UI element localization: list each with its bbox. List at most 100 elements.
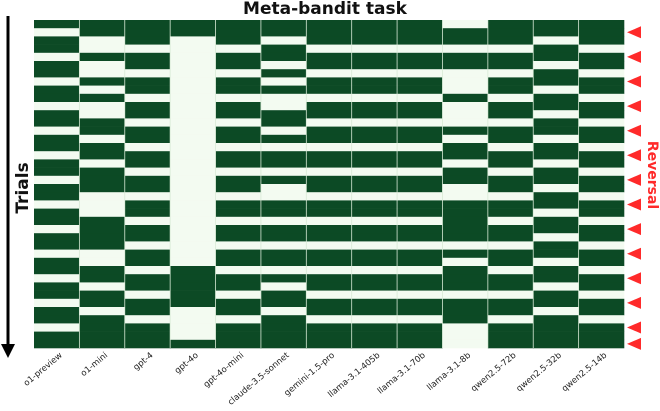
heatmap-cell bbox=[124, 257, 171, 267]
heatmap-cell bbox=[34, 241, 80, 250]
heatmap-cell bbox=[578, 28, 625, 37]
heatmap-cell bbox=[34, 36, 80, 45]
heatmap-cell bbox=[79, 208, 126, 218]
heatmap-cell bbox=[79, 61, 126, 70]
reversal-marker bbox=[627, 198, 641, 211]
heatmap-cell bbox=[351, 167, 398, 177]
heatmap-cell bbox=[34, 110, 80, 119]
heatmap-cell bbox=[351, 175, 398, 185]
reversal-marker bbox=[627, 173, 641, 186]
heatmap-cell bbox=[487, 331, 534, 341]
heatmap-cell bbox=[170, 274, 216, 283]
heatmap-cell bbox=[533, 175, 579, 185]
heatmap-cell bbox=[306, 266, 352, 275]
heatmap-cell bbox=[442, 110, 489, 119]
heatmap-cell bbox=[306, 192, 352, 201]
heatmap-cell bbox=[397, 339, 443, 349]
heatmap-cell bbox=[533, 307, 579, 316]
x-tick-label: llama-3.1-8b bbox=[425, 351, 473, 393]
heatmap-cell bbox=[487, 184, 534, 193]
heatmap-cell bbox=[533, 290, 579, 300]
heatmap-cell bbox=[170, 52, 216, 62]
heatmap-cell bbox=[170, 69, 216, 78]
heatmap-cell bbox=[215, 192, 262, 201]
heatmap-cell bbox=[170, 208, 216, 218]
heatmap-cell bbox=[578, 266, 625, 275]
heatmap-cell bbox=[79, 20, 126, 29]
heatmap-cell bbox=[533, 200, 579, 209]
heatmap-cell bbox=[578, 331, 625, 341]
heatmap-cell bbox=[487, 134, 534, 144]
heatmap-cell bbox=[215, 175, 262, 185]
heatmap-cell bbox=[487, 69, 534, 78]
heatmap-cell bbox=[487, 36, 534, 45]
heatmap-cell bbox=[351, 126, 398, 136]
heatmap-cell bbox=[487, 298, 534, 308]
heatmap-cell bbox=[124, 241, 171, 250]
heatmap-cell bbox=[306, 44, 352, 54]
x-tick-label: o1-preview bbox=[22, 351, 65, 389]
heatmap-cell bbox=[34, 159, 80, 168]
heatmap-cell bbox=[578, 225, 625, 234]
heatmap-cell bbox=[34, 134, 80, 144]
heatmap-cell bbox=[442, 126, 489, 136]
heatmap-cell bbox=[306, 257, 352, 267]
heatmap-cell bbox=[170, 175, 216, 185]
heatmap-cell bbox=[260, 20, 307, 29]
heatmap-cell bbox=[442, 167, 489, 177]
heatmap-cell bbox=[351, 323, 398, 332]
heatmap-cell bbox=[34, 331, 80, 341]
heatmap-cell bbox=[170, 151, 216, 160]
heatmap-cell bbox=[215, 290, 262, 300]
heatmap-cell bbox=[442, 151, 489, 160]
heatmap-cell bbox=[487, 290, 534, 300]
heatmap-cell bbox=[260, 52, 307, 62]
heatmap-cell bbox=[170, 233, 216, 242]
heatmap-cell bbox=[442, 52, 489, 62]
heatmap-cell bbox=[533, 126, 579, 136]
heatmap-cell bbox=[442, 257, 489, 267]
heatmap-cell bbox=[215, 36, 262, 45]
heatmap-cell bbox=[215, 298, 262, 308]
heatmap-cell bbox=[306, 126, 352, 136]
heatmap-cell bbox=[260, 151, 307, 160]
heatmap-cell bbox=[351, 339, 398, 349]
heatmap-cell bbox=[79, 159, 126, 168]
heatmap-cell bbox=[442, 315, 489, 324]
heatmap-cell bbox=[533, 36, 579, 45]
heatmap-cell bbox=[79, 134, 126, 144]
heatmap-cell bbox=[351, 159, 398, 168]
heatmap-cell bbox=[578, 167, 625, 177]
heatmap-cell bbox=[79, 241, 126, 250]
heatmap-cell bbox=[260, 28, 307, 37]
heatmap-cell bbox=[215, 110, 262, 119]
heatmap-cell bbox=[306, 69, 352, 78]
heatmap-cell bbox=[306, 85, 352, 95]
heatmap-cell bbox=[397, 241, 443, 250]
heatmap-cell bbox=[215, 216, 262, 226]
heatmap-cell bbox=[79, 77, 126, 86]
heatmap-cell bbox=[397, 28, 443, 37]
heatmap-cell bbox=[79, 118, 126, 127]
heatmap-cell bbox=[442, 216, 489, 226]
heatmap-cell bbox=[124, 167, 171, 177]
x-tick-label: gpt-4o-mini bbox=[202, 351, 246, 390]
x-tick-label: qwen2.5-72b bbox=[469, 351, 518, 395]
heatmap-cell bbox=[533, 159, 579, 168]
heatmap-cell bbox=[170, 192, 216, 201]
heatmap-cell bbox=[442, 69, 489, 78]
heatmap-cell bbox=[397, 44, 443, 54]
heatmap-cell bbox=[533, 61, 579, 70]
heatmap-cell bbox=[487, 266, 534, 275]
heatmap-cell bbox=[397, 126, 443, 136]
heatmap-cell bbox=[124, 93, 171, 103]
heatmap-cell bbox=[533, 20, 579, 29]
heatmap-cell bbox=[124, 208, 171, 218]
heatmap-cell bbox=[124, 315, 171, 324]
heatmap-cell bbox=[533, 315, 579, 324]
heatmap-cell bbox=[351, 184, 398, 193]
heatmap-cell bbox=[533, 208, 579, 218]
heatmap-cell bbox=[397, 323, 443, 332]
heatmap-cell bbox=[260, 290, 307, 300]
heatmap-cell bbox=[306, 167, 352, 177]
